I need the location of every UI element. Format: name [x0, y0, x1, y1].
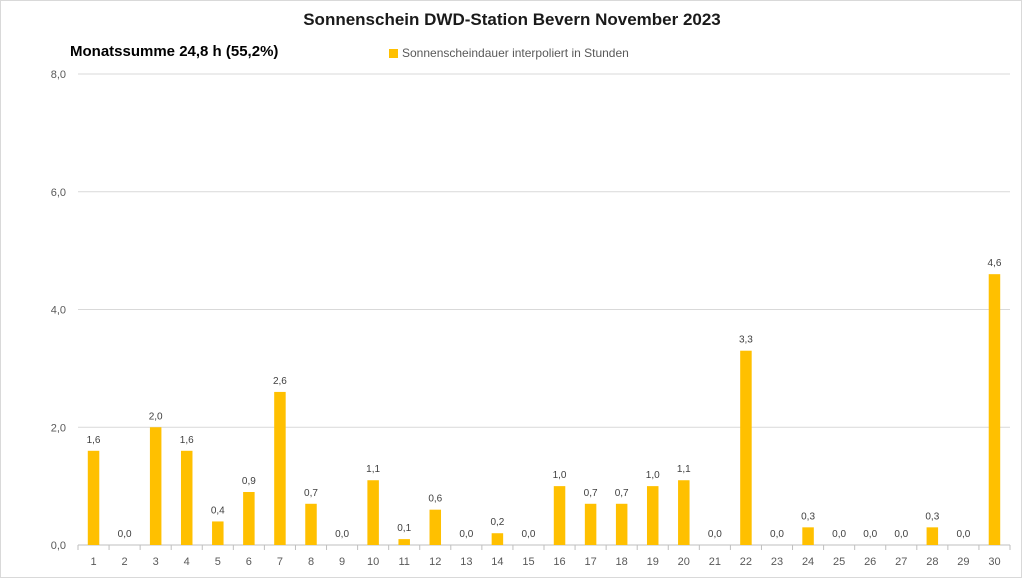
data-label: 1,1 — [366, 464, 380, 475]
x-tick-label: 14 — [491, 556, 503, 568]
data-label: 0,3 — [925, 511, 939, 522]
bar — [678, 480, 690, 545]
x-tick-label: 24 — [802, 556, 814, 568]
legend-swatch — [389, 48, 398, 58]
y-tick-label: 0,0 — [51, 540, 66, 552]
data-label: 1,1 — [677, 464, 691, 475]
x-tick-label: 25 — [833, 556, 845, 568]
bar — [553, 486, 566, 545]
bar — [87, 450, 100, 545]
bar — [740, 350, 752, 545]
data-label: 4,6 — [988, 258, 1002, 269]
x-tick-label: 4 — [184, 556, 190, 568]
bar — [429, 509, 442, 545]
x-tick-label: 13 — [460, 556, 472, 568]
bar — [802, 527, 814, 545]
x-tick-label: 1 — [90, 556, 96, 568]
data-label: 0,0 — [863, 529, 877, 540]
bar — [180, 450, 193, 545]
bar — [615, 503, 628, 545]
x-tick-label: 19 — [647, 556, 659, 568]
bar — [584, 503, 597, 545]
y-tick-label: 8,0 — [51, 69, 66, 81]
bar — [988, 274, 1001, 545]
x-tick-label: 23 — [771, 556, 783, 568]
bar — [274, 391, 286, 545]
x-tick-label: 18 — [616, 556, 628, 568]
x-tick-label: 29 — [957, 556, 969, 568]
data-label: 0,7 — [615, 488, 629, 499]
data-label: 0,0 — [894, 529, 908, 540]
data-label: 0,0 — [708, 529, 722, 540]
bar — [212, 521, 224, 545]
x-tick-label: 15 — [522, 556, 534, 568]
data-label: 0,0 — [956, 529, 970, 540]
bar — [491, 533, 504, 545]
data-label: 2,0 — [149, 411, 163, 422]
x-tick-label: 30 — [988, 556, 1000, 568]
data-label: 0,0 — [832, 529, 846, 540]
data-label: 1,6 — [87, 435, 101, 446]
y-tick-label: 2,0 — [51, 422, 66, 434]
data-label: 2,6 — [273, 376, 287, 387]
data-label: 0,0 — [770, 529, 784, 540]
legend: Sonnenscheindauer interpoliert in Stunde… — [389, 46, 629, 60]
x-tick-label: 8 — [308, 556, 314, 568]
x-tick-label: 9 — [339, 556, 345, 568]
data-label: 0,0 — [335, 529, 349, 540]
data-label: 1,0 — [646, 470, 660, 481]
chart-title: Sonnenschein DWD-Station Bevern November… — [303, 10, 721, 29]
x-tick-label: 3 — [153, 556, 159, 568]
data-label: 0,2 — [490, 517, 504, 528]
data-label: 3,3 — [739, 335, 753, 346]
data-label: 0,7 — [304, 488, 318, 499]
x-tick-label: 20 — [678, 556, 690, 568]
x-tick-label: 22 — [740, 556, 752, 568]
data-label: 0,9 — [242, 476, 256, 487]
x-tick-label: 6 — [246, 556, 252, 568]
data-label: 0,4 — [211, 505, 225, 516]
y-tick-label: 4,0 — [51, 305, 66, 317]
x-tick-label: 5 — [215, 556, 221, 568]
data-label: 0,7 — [584, 488, 598, 499]
x-tick-label: 28 — [926, 556, 938, 568]
bar — [367, 480, 379, 545]
bar — [646, 486, 659, 545]
data-label: 0,1 — [397, 523, 411, 534]
x-tick-label: 2 — [122, 556, 128, 568]
x-tick-label: 11 — [398, 556, 409, 568]
x-tick-label: 21 — [709, 556, 721, 568]
x-tick-label: 16 — [553, 556, 565, 568]
bar — [243, 492, 255, 545]
data-label: 0,0 — [522, 529, 536, 540]
bar — [149, 427, 162, 545]
bar — [398, 539, 410, 545]
chart-subtitle: Monatssumme 24,8 h (55,2%) — [70, 43, 279, 60]
x-tick-label: 26 — [864, 556, 876, 568]
x-tick-label: 27 — [895, 556, 907, 568]
bar — [305, 503, 317, 545]
legend-label: Sonnenscheindauer interpoliert in Stunde… — [402, 46, 629, 60]
y-tick-label: 6,0 — [51, 187, 66, 199]
data-label: 1,6 — [180, 435, 194, 446]
data-label: 0,0 — [118, 529, 132, 540]
data-label: 0,3 — [801, 511, 815, 522]
x-tick-label: 10 — [367, 556, 379, 568]
bar — [926, 527, 939, 545]
data-label: 1,0 — [553, 470, 567, 481]
data-label: 0,6 — [428, 494, 442, 505]
x-tick-label: 7 — [277, 556, 283, 568]
data-label: 0,0 — [459, 529, 473, 540]
x-tick-label: 12 — [429, 556, 441, 568]
x-tick-label: 17 — [584, 556, 596, 568]
